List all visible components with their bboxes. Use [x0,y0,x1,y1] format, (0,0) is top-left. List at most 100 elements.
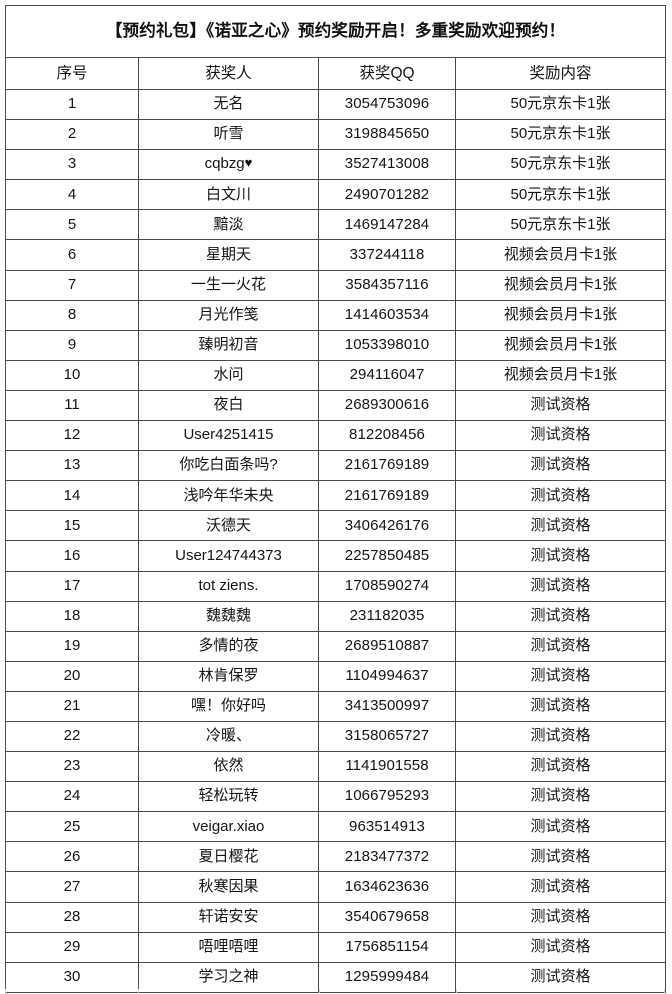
table-row: 27 秋寒因果 1634623636 测试资格 [5,871,667,903]
cell-index: 18 [5,600,139,632]
cell-winner: 听雪 [138,119,319,151]
cell-winner: 月光作笺 [138,299,319,331]
cell-qq: 1414603534 [318,299,456,331]
winners-table: 【预约礼包】《诺亚之心》预约奖励开启！多重奖励欢迎预约！ 序号 获奖人 获奖QQ… [4,5,667,993]
cell-qq: 1756851154 [318,931,456,963]
cell-index: 3 [5,149,139,181]
table-row: 2 听雪 3198845650 50元京东卡1张 [5,119,667,151]
winners-table-body: 【预约礼包】《诺亚之心》预约奖励开启！多重奖励欢迎预约！ 序号 获奖人 获奖QQ… [4,5,667,993]
cell-index: 29 [5,931,139,963]
cell-reward: 视频会员月卡1张 [454,269,667,301]
cell-index: 17 [5,570,139,602]
cell-winner: 沃德天 [138,510,319,542]
heart-icon: ♥ [244,155,253,171]
table-row: 30 学习之神 1295999484 测试资格 [5,961,667,993]
table-row: 25 veigar.xiao 963514913 测试资格 [5,811,667,843]
cell-qq: 337244118 [318,239,456,271]
cell-reward: 测试资格 [454,420,667,452]
cell-qq: 2183477372 [318,841,456,873]
cell-index: 30 [5,961,139,993]
cell-index: 22 [5,720,139,753]
column-header-reward: 奖励内容 [454,57,667,90]
cell-winner: 轻松玩转 [138,781,319,813]
cell-reward: 测试资格 [454,931,667,963]
cell-reward: 测试资格 [454,540,667,572]
cell-reward: 视频会员月卡1张 [454,299,667,331]
cell-reward: 50元京东卡1张 [454,209,667,241]
cell-qq: 3527413008 [318,149,456,181]
column-header-index: 序号 [5,57,139,90]
column-header-winner: 获奖人 [138,57,319,90]
cell-qq: 3198845650 [318,119,456,151]
cell-index: 14 [5,480,139,512]
cell-qq: 2689300616 [318,389,456,422]
cell-qq: 294116047 [318,359,456,391]
table-row: 20 林肯保罗 1104994637 测试资格 [5,660,667,692]
cell-winner: 唔哩唔哩 [138,931,319,963]
cell-reward: 50元京东卡1张 [454,88,667,121]
cell-winner: 夜白 [138,389,319,422]
cell-winner: 夏日樱花 [138,841,319,873]
clipped-bottom-row [5,989,665,994]
cell-index: 21 [5,690,139,722]
table-row: 28 轩诺安安 3540679658 测试资格 [5,901,667,933]
table-row: 24 轻松玩转 1066795293 测试资格 [5,781,667,813]
cell-winner: 嘿！你好吗 [138,690,319,722]
cell-winner: 多情的夜 [138,630,319,662]
table-row: 8 月光作笺 1414603534 视频会员月卡1张 [5,299,667,331]
cell-reward: 测试资格 [454,660,667,692]
cell-reward: 50元京东卡1张 [454,149,667,181]
cell-index: 5 [5,209,139,241]
cell-index: 2 [5,119,139,151]
table-header-row: 序号 获奖人 获奖QQ 奖励内容 [5,57,667,90]
cell-winner: 无名 [138,88,319,121]
table-row: 4 白文川 2490701282 50元京东卡1张 [5,179,667,211]
cell-index: 12 [5,420,139,452]
cell-index: 26 [5,841,139,873]
table-row: 9 臻明初音 1053398010 视频会员月卡1张 [5,329,667,361]
cell-index: 23 [5,751,139,783]
cell-index: 11 [5,389,139,422]
cell-qq: 1634623636 [318,871,456,903]
table-row: 5 黯淡 1469147284 50元京东卡1张 [5,209,667,241]
table-row: 19 多情的夜 2689510887 测试资格 [5,630,667,662]
table-row: 6 星期天 337244118 视频会员月卡1张 [5,239,667,271]
cell-index: 10 [5,359,139,391]
cell-qq: 812208456 [318,420,456,452]
table-row: 10 水问 294116047 视频会员月卡1张 [5,359,667,391]
cell-index: 7 [5,269,139,301]
cell-qq: 3406426176 [318,510,456,542]
table-row: 17 tot ziens. 1708590274 测试资格 [5,570,667,602]
cell-winner: 水问 [138,359,319,391]
cell-index: 9 [5,329,139,361]
cell-winner: tot ziens. [138,570,319,602]
cell-qq: 2257850485 [318,540,456,572]
cell-qq: 1469147284 [318,209,456,241]
table-row: 14 浅吟年华未央 2161769189 测试资格 [5,480,667,512]
cell-reward: 50元京东卡1张 [454,119,667,151]
cell-index: 8 [5,299,139,331]
cell-reward: 视频会员月卡1张 [454,239,667,271]
cell-qq: 3540679658 [318,901,456,933]
cell-qq: 2490701282 [318,179,456,211]
cell-winner: 林肯保罗 [138,660,319,692]
table-row: 1 无名 3054753096 50元京东卡1张 [5,88,667,121]
cell-reward: 测试资格 [454,510,667,542]
table-row: 12 User4251415 812208456 测试资格 [5,420,667,452]
cell-index: 6 [5,239,139,271]
cell-index: 27 [5,871,139,903]
table-row: 13 你吃白面条吗? 2161769189 测试资格 [5,450,667,482]
cell-reward: 测试资格 [454,570,667,602]
page-title: 【预约礼包】《诺亚之心》预约奖励开启！多重奖励欢迎预约！ [4,5,667,58]
cell-index: 19 [5,630,139,662]
cell-qq: 1708590274 [318,570,456,602]
cell-winner: 白文川 [138,179,319,211]
cell-winner: cqbzg♥ [138,149,319,181]
cell-reward: 测试资格 [454,781,667,813]
cell-reward: 测试资格 [454,600,667,632]
cell-winner: 学习之神 [138,961,319,993]
cell-reward: 视频会员月卡1张 [454,329,667,361]
cell-winner: 一生一火花 [138,269,319,301]
table-row: 3 cqbzg♥ 3527413008 50元京东卡1张 [5,149,667,181]
cell-reward: 测试资格 [454,690,667,722]
